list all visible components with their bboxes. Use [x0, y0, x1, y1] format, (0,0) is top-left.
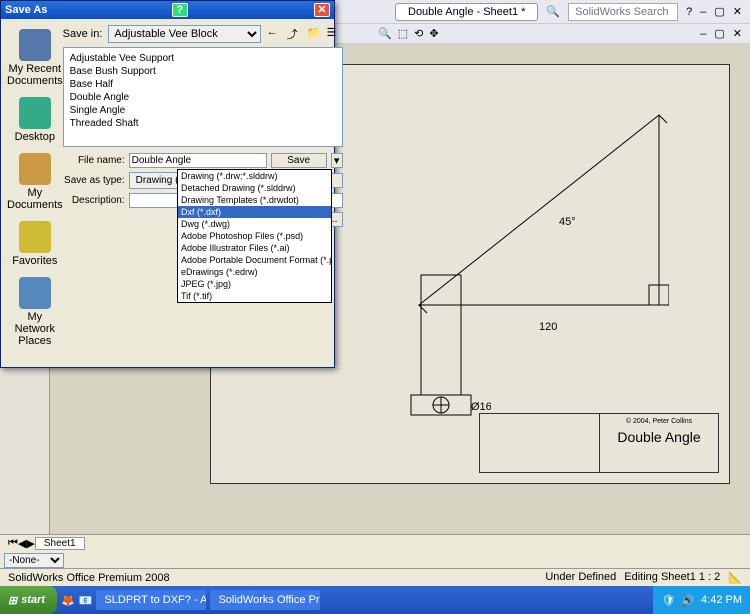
place-desktop[interactable]: Desktop [7, 97, 63, 143]
save-button[interactable]: Save [271, 153, 327, 168]
doc-close-icon[interactable]: ✕ [733, 27, 742, 40]
tab-nav-first-icon[interactable]: ⏮ [8, 537, 18, 550]
zoom-fit-icon[interactable]: 🔍 [378, 27, 392, 40]
dropdown-item[interactable]: JPEG (*.jpg) [178, 278, 331, 290]
quick-launch-icon[interactable]: 🦊 [61, 594, 75, 607]
help-icon[interactable]: ? [686, 6, 692, 18]
minimize-icon[interactable]: – [700, 6, 706, 18]
pan-icon[interactable]: ✥ [429, 27, 438, 40]
save-in-label: Save in: [63, 28, 103, 40]
status-editing: Editing Sheet1 1 : 2 [624, 571, 720, 584]
sheet-tab[interactable]: Sheet1 [35, 537, 85, 550]
doc-minimize-icon[interactable]: – [700, 28, 706, 40]
dialog-title-bar[interactable]: Save As ? ✕ [1, 1, 334, 19]
rotate-icon[interactable]: ⟲ [414, 27, 423, 40]
taskbar-task[interactable]: SolidWorks Office Pre... [210, 590, 320, 610]
dialog-title: Save As [5, 4, 47, 16]
status-sep: 📐 [728, 571, 742, 584]
svg-text:120: 120 [539, 321, 557, 333]
status-product: SolidWorks Office Premium 2008 [8, 572, 170, 584]
layer-combo[interactable]: -None- [4, 553, 64, 568]
new-folder-icon[interactable]: 📁 [307, 26, 323, 42]
zoom-area-icon[interactable]: ⬚ [398, 27, 408, 40]
list-item[interactable]: Single Angle [68, 104, 338, 117]
save-dropdown-icon[interactable]: ▾ [331, 153, 343, 168]
views-icon[interactable]: ☰ [327, 26, 343, 42]
savetype-dropdown[interactable]: Drawing (*.drw;*.slddrw) Detached Drawin… [177, 169, 332, 303]
file-list[interactable]: Adjustable Vee Support Base Bush Support… [63, 47, 343, 147]
description-label: Description: [63, 195, 125, 206]
search-icon: 🔍 [546, 5, 560, 18]
dropdown-item[interactable]: Detached Drawing (*.slddrw) [178, 182, 331, 194]
document-tab[interactable]: Double Angle - Sheet1 * [395, 3, 538, 21]
title-block: © 2004, Peter Collins Double Angle [479, 413, 719, 473]
start-button[interactable]: ⊞ start [0, 586, 57, 614]
status-defined: Under Defined [545, 571, 616, 584]
close-icon[interactable]: ✕ [733, 5, 742, 18]
savetype-label: Save as type: [63, 175, 125, 186]
place-network[interactable]: My Network Places [7, 277, 63, 347]
back-icon[interactable]: ← [267, 26, 283, 42]
dropdown-item[interactable]: Drawing (*.drw;*.slddrw) [178, 170, 331, 182]
svg-text:Ø16 x 5 DP: Ø16 x 5 DP [471, 401, 491, 413]
svg-text:45°: 45° [559, 216, 576, 228]
sheet-tabs-bar: ⏮ ◀ ▶ Sheet1 [0, 534, 750, 552]
close-icon[interactable]: ✕ [314, 3, 330, 17]
quick-launch-icon[interactable]: 📧 [79, 594, 93, 607]
tab-nav-next-icon[interactable]: ▶ [26, 537, 34, 550]
drawing-title: Double Angle [604, 429, 714, 445]
dropdown-item[interactable]: Dwg (*.dwg) [178, 218, 331, 230]
tab-nav-prev-icon[interactable]: ◀ [18, 537, 26, 550]
filename-label: File name: [63, 155, 125, 166]
dropdown-item[interactable]: Tif (*.tif) [178, 290, 331, 302]
windows-logo-icon: ⊞ [8, 594, 17, 607]
taskbar-task[interactable]: SLDPRT to DXF? - Aut... [96, 590, 206, 610]
place-mydocs[interactable]: My Documents [7, 153, 63, 211]
dropdown-item[interactable]: Adobe Illustrator Files (*.ai) [178, 242, 331, 254]
tray-icon[interactable]: 🔊 [681, 594, 695, 607]
save-in-combo[interactable]: Adjustable Vee Block [108, 25, 260, 43]
list-item[interactable]: Adjustable Vee Support [68, 52, 338, 65]
places-bar: My Recent Documents Desktop My Documents… [7, 25, 63, 361]
tray-icon[interactable]: 🛡 [661, 594, 675, 607]
status-bar: SolidWorks Office Premium 2008 Under Def… [0, 568, 750, 586]
filename-input[interactable] [129, 153, 267, 168]
taskbar: ⊞ start 🦊 📧 SLDPRT to DXF? - Aut... Soli… [0, 586, 750, 614]
list-item[interactable]: Double Angle [68, 91, 338, 104]
maximize-icon[interactable]: ▢ [714, 5, 724, 18]
copyright-text: © 2004, Peter Collins [604, 418, 714, 425]
dropdown-item[interactable]: Adobe Portable Document Format (*.pdf) [178, 254, 331, 266]
dropdown-item-selected[interactable]: Dxf (*.dxf) [178, 206, 331, 218]
list-item[interactable]: Base Half [68, 78, 338, 91]
system-tray[interactable]: 🛡 🔊 4:42 PM [653, 586, 750, 614]
place-recent[interactable]: My Recent Documents [7, 29, 63, 87]
tray-clock: 4:42 PM [701, 594, 742, 606]
title-block-notes [480, 414, 600, 472]
dropdown-item[interactable]: Adobe Photoshop Files (*.psd) [178, 230, 331, 242]
search-input[interactable] [568, 3, 678, 21]
dropdown-item[interactable]: Drawing Templates (*.drwdot) [178, 194, 331, 206]
dropdown-item[interactable]: eDrawings (*.edrw) [178, 266, 331, 278]
doc-maximize-icon[interactable]: ▢ [714, 27, 724, 40]
side-view: Ø16 x 5 DP [401, 265, 491, 425]
list-item[interactable]: Base Bush Support [68, 65, 338, 78]
list-item[interactable]: Threaded Shaft [68, 117, 338, 130]
help-icon[interactable]: ? [172, 3, 188, 17]
up-icon[interactable]: ⤴ [287, 26, 303, 42]
place-favorites[interactable]: Favorites [7, 221, 63, 267]
